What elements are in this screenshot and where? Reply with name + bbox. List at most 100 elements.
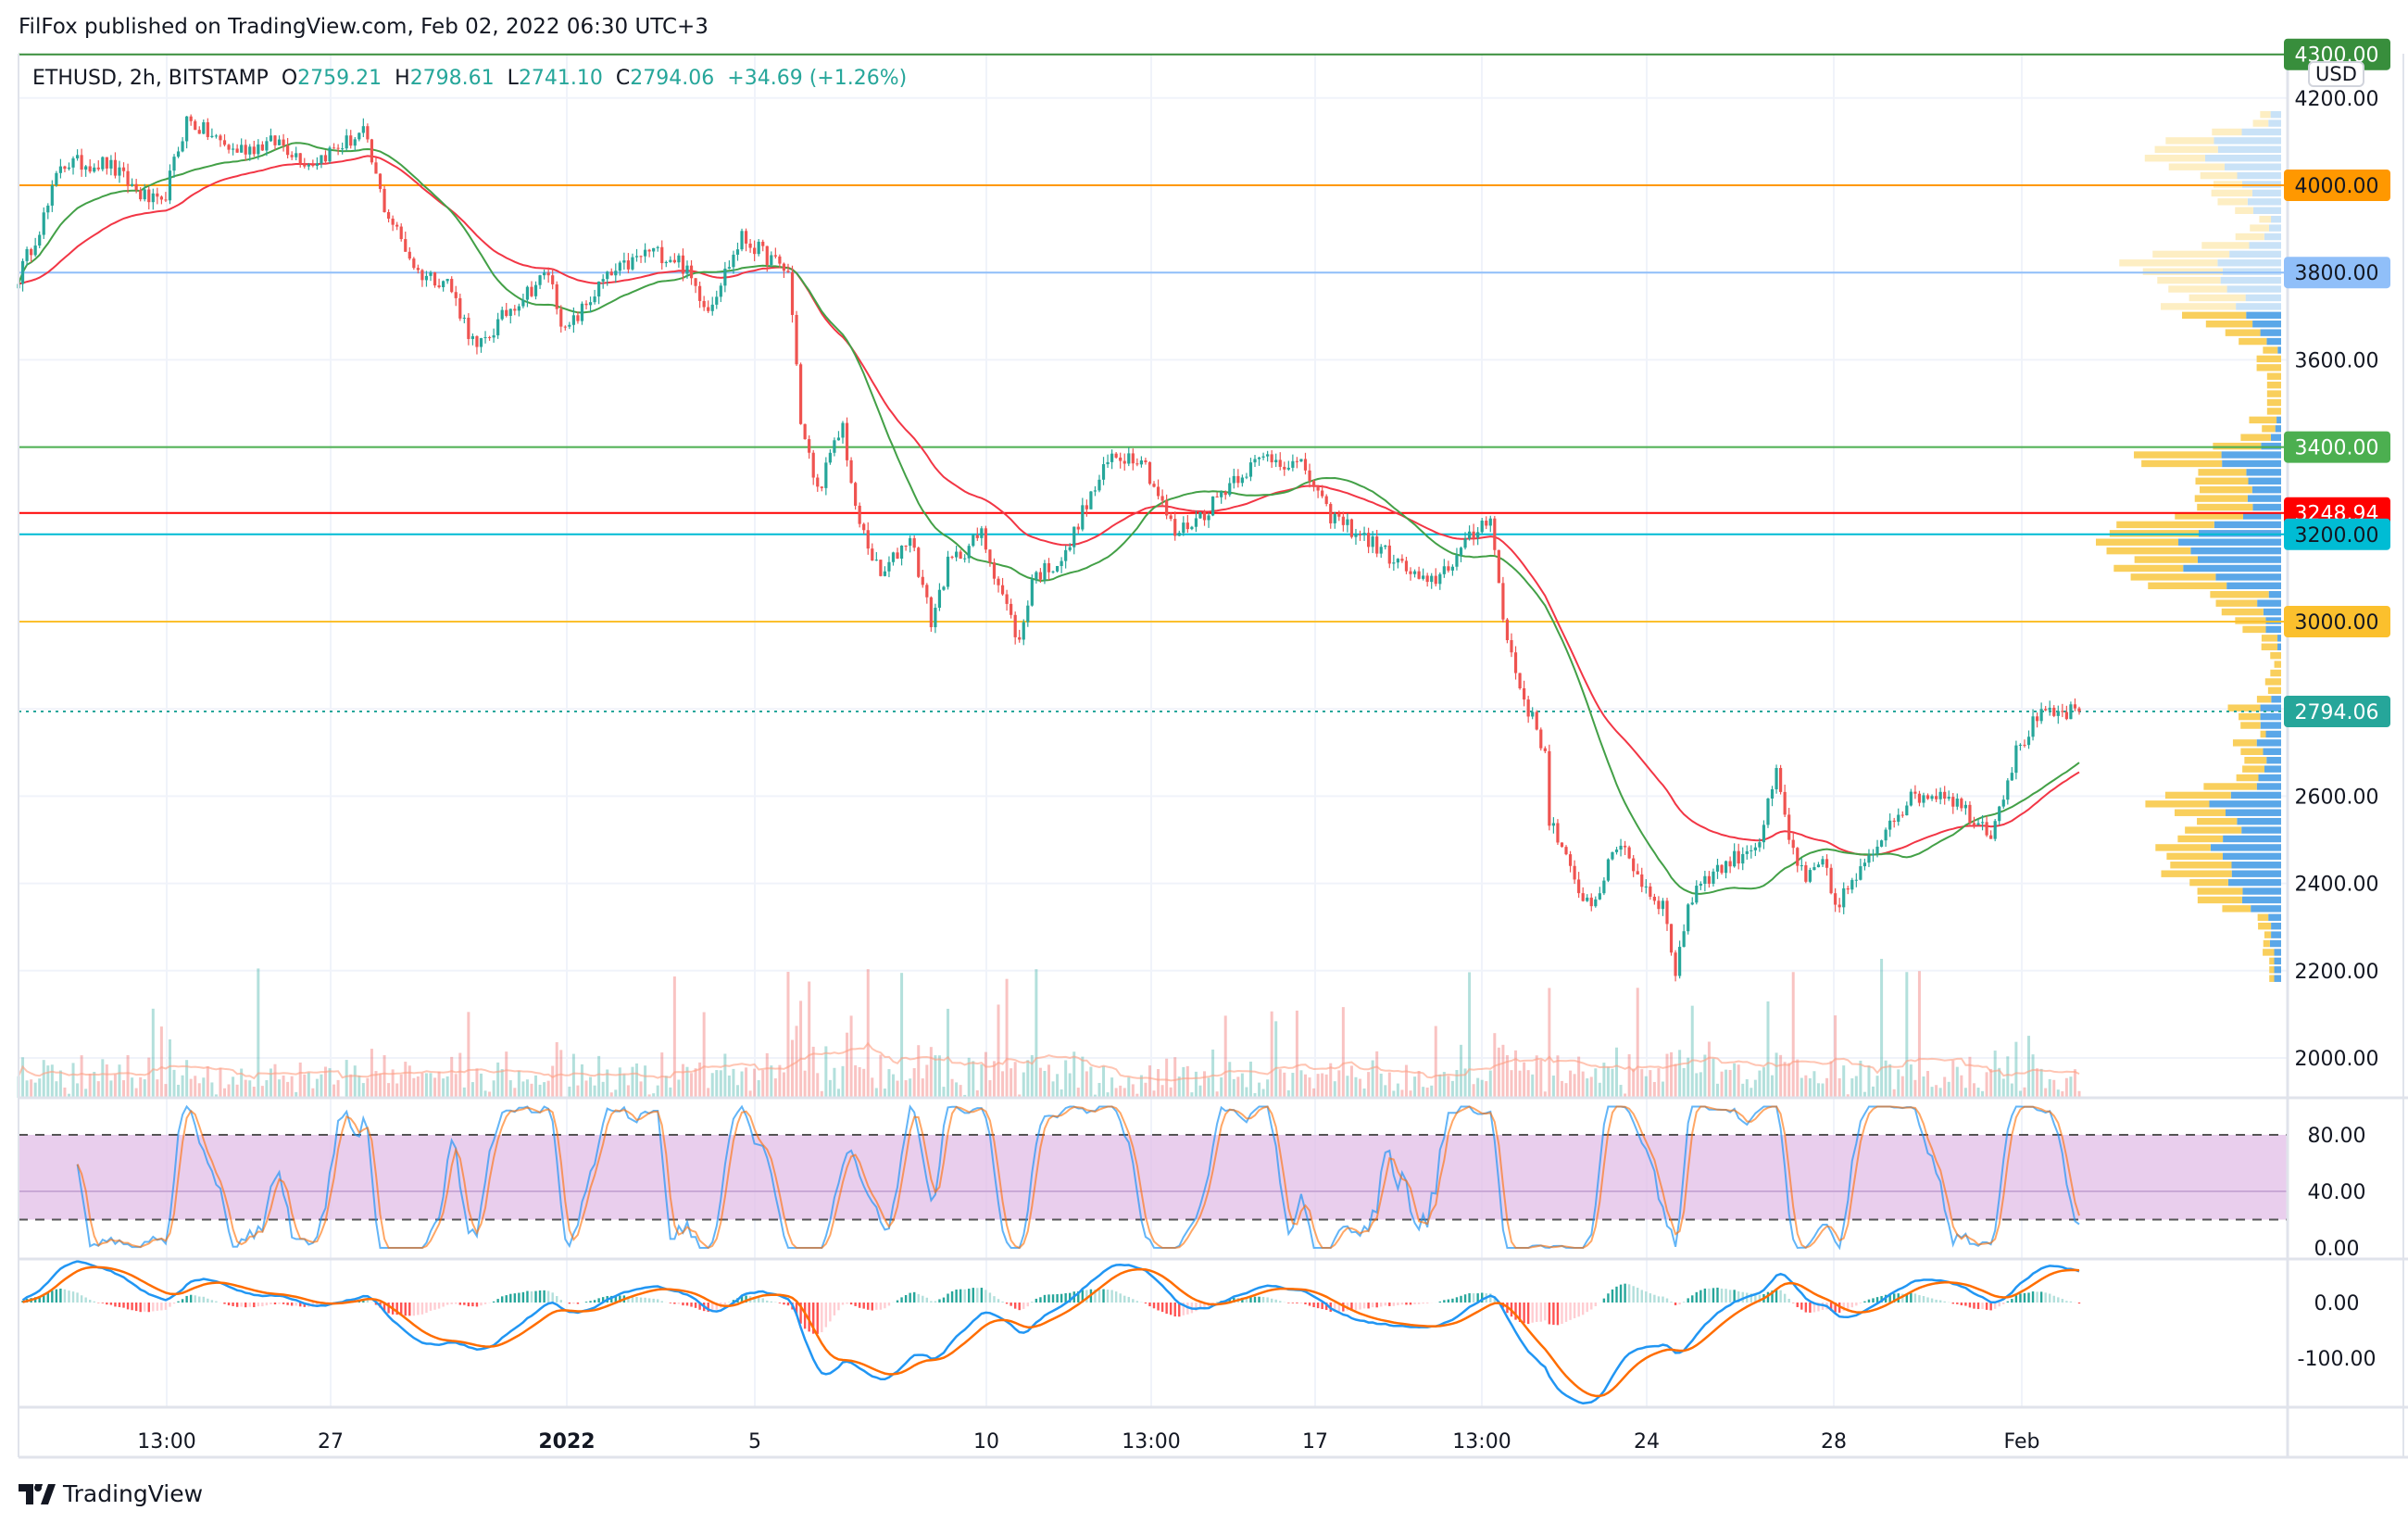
candle-body bbox=[353, 139, 357, 146]
volume-bar bbox=[1750, 1088, 1753, 1098]
candle-body bbox=[1081, 505, 1085, 530]
candle-body bbox=[1825, 859, 1829, 868]
volume-bar bbox=[235, 1084, 239, 1098]
candle-body bbox=[445, 279, 449, 282]
macd-histogram-bar bbox=[1910, 1292, 1913, 1303]
macd-histogram-bar bbox=[786, 1303, 790, 1306]
candle-body bbox=[1060, 560, 1063, 566]
volume-profile-up-bar bbox=[2271, 696, 2281, 703]
candle-body bbox=[1935, 796, 1938, 799]
candle-body bbox=[1674, 952, 1677, 976]
candle-body bbox=[1165, 500, 1169, 516]
macd-histogram-bar bbox=[1261, 1297, 1265, 1303]
candle-body bbox=[2014, 745, 2018, 774]
volume-bar bbox=[1396, 1083, 1399, 1098]
candle-body bbox=[942, 586, 946, 590]
volume-bar bbox=[874, 1088, 878, 1098]
candle-body bbox=[694, 278, 697, 286]
candle-body bbox=[925, 585, 929, 598]
candle-body bbox=[1119, 457, 1122, 461]
volume-bar bbox=[1619, 1085, 1623, 1098]
volume-profile-down-bar bbox=[2242, 625, 2266, 634]
volume-bar bbox=[1379, 1073, 1383, 1098]
macd-histogram-bar bbox=[109, 1303, 113, 1305]
macd-histogram-bar bbox=[207, 1298, 209, 1303]
macd-histogram-bar bbox=[1127, 1296, 1130, 1303]
candle-body bbox=[202, 121, 206, 134]
volume-bar bbox=[1106, 1092, 1110, 1098]
candle-body bbox=[404, 239, 408, 252]
macd-histogram-bar bbox=[1926, 1297, 1929, 1303]
volume-bar bbox=[323, 1066, 327, 1098]
volume-profile-down-bar bbox=[2256, 696, 2272, 703]
macd-histogram-bar bbox=[1590, 1303, 1593, 1310]
volume-bar bbox=[947, 1008, 950, 1098]
candle-body bbox=[126, 170, 130, 186]
macd-histogram-bar bbox=[1539, 1303, 1542, 1322]
volume-bar bbox=[118, 1064, 121, 1098]
volume-profile-down-bar bbox=[2195, 477, 2249, 485]
volume-profile-up-bar bbox=[2229, 250, 2281, 258]
candle-body bbox=[538, 275, 542, 285]
candle-body bbox=[677, 255, 681, 263]
candle-body bbox=[1862, 862, 1867, 867]
macd-histogram-bar bbox=[841, 1303, 845, 1305]
candle-body bbox=[2026, 736, 2031, 746]
volume-bar bbox=[1169, 1087, 1173, 1098]
candle-body bbox=[631, 257, 634, 270]
volume-bar bbox=[849, 1015, 853, 1098]
volume-profile-down-bar bbox=[2212, 128, 2242, 136]
candle-body bbox=[1450, 566, 1455, 571]
volume-bar bbox=[1909, 1064, 1913, 1098]
currency-button[interactable]: USD bbox=[2308, 61, 2364, 87]
candle-body bbox=[1417, 571, 1421, 579]
price-label-box bbox=[2284, 695, 2390, 727]
macd-histogram-bar bbox=[1346, 1303, 1349, 1311]
candle-body bbox=[1169, 515, 1173, 520]
candle-body bbox=[2006, 780, 2010, 800]
volume-profile-down-bar bbox=[2148, 582, 2227, 590]
volume-bar bbox=[1846, 1094, 1850, 1098]
candle-body bbox=[975, 535, 979, 538]
volume-bar bbox=[399, 1074, 403, 1098]
volume-bar bbox=[664, 1076, 668, 1098]
symbol-label[interactable]: ETHUSD, 2h, BITSTAMP bbox=[32, 67, 269, 90]
candle-body bbox=[1051, 571, 1055, 573]
candle-body bbox=[505, 309, 508, 316]
macd-histogram-bar bbox=[1178, 1303, 1181, 1317]
candle-body bbox=[1240, 477, 1244, 484]
macd-histogram-bar bbox=[1888, 1293, 1891, 1303]
volume-profile-down-bar bbox=[2152, 250, 2230, 258]
volume-profile-up-bar bbox=[2210, 844, 2281, 851]
volume-bar bbox=[647, 1094, 651, 1098]
volume-bar bbox=[1497, 1047, 1500, 1098]
candle-body bbox=[383, 188, 386, 212]
symbol-legend: ETHUSD, 2h, BITSTAMP O2759.21 H2798.61 L… bbox=[32, 67, 907, 90]
candle-body bbox=[467, 317, 470, 339]
volume-profile-down-bar bbox=[2175, 809, 2226, 816]
volume-bar bbox=[383, 1055, 386, 1098]
volume-bar bbox=[912, 1068, 916, 1098]
macd-histogram-bar bbox=[1968, 1303, 1972, 1308]
candle-body bbox=[1796, 848, 1800, 866]
macd-histogram-bar bbox=[1359, 1303, 1361, 1310]
volume-bar bbox=[1829, 1061, 1833, 1098]
volume-bar bbox=[1926, 1071, 1930, 1098]
volume-profile-down-bar bbox=[2165, 137, 2214, 145]
volume-bar bbox=[1056, 1074, 1060, 1098]
volume-bar bbox=[1548, 988, 1551, 1098]
volume-bar bbox=[379, 1074, 383, 1098]
tradingview-logo[interactable]: TradingView bbox=[19, 1480, 203, 1507]
candle-body bbox=[197, 130, 201, 134]
candle-body bbox=[1000, 585, 1005, 595]
volume-bar bbox=[1047, 1064, 1050, 1098]
volume-profile-up-bar bbox=[2241, 896, 2281, 904]
candle-body bbox=[483, 336, 487, 339]
volume-profile-up-bar bbox=[2178, 538, 2281, 546]
volume-profile-down-bar bbox=[2262, 425, 2276, 433]
volume-profile-up-bar bbox=[2260, 712, 2281, 721]
macd-histogram-bar bbox=[1417, 1303, 1421, 1304]
volume-bar bbox=[1968, 1056, 1972, 1098]
volume-bar bbox=[307, 1072, 310, 1098]
